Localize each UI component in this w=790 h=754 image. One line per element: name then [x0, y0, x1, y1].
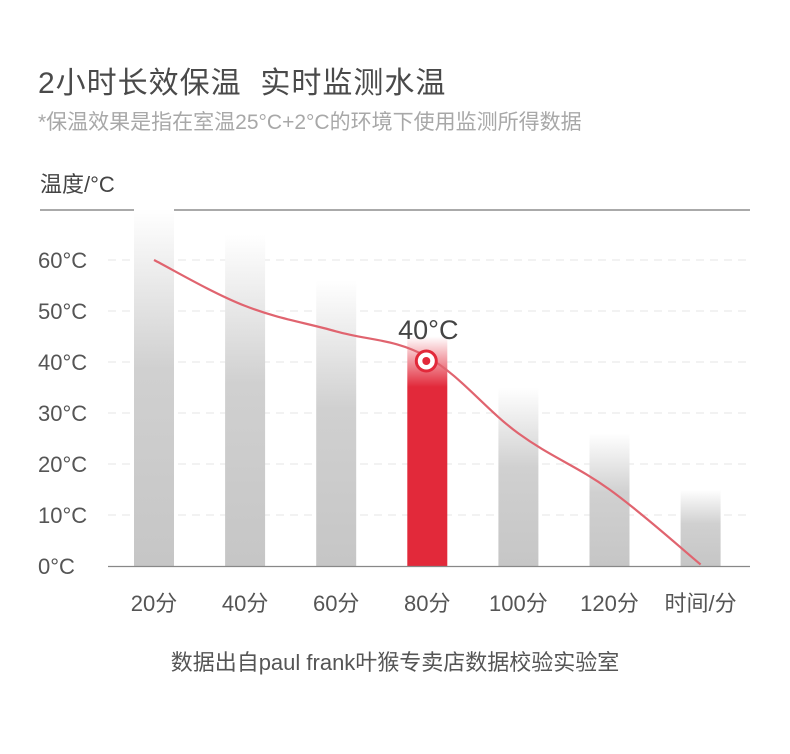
- x-tick-label: 60分: [313, 591, 359, 616]
- y-tick-label: 0°C: [38, 554, 75, 579]
- bar: [498, 387, 539, 566]
- y-tick-label: 50°C: [38, 299, 87, 324]
- y-tick-label: 30°C: [38, 401, 87, 426]
- y-tick-label: 20°C: [38, 452, 87, 477]
- x-tick-label: 120分: [580, 591, 639, 616]
- chart-subtitle: *保温效果是指在室温25°C+2°C的环境下使用监测所得数据: [38, 111, 582, 134]
- data-source-note: 数据出自paul frank叶猴专卖店数据校验实验室: [170, 650, 620, 675]
- chart-title: 2小时长效保温 实时监测水温: [38, 67, 447, 100]
- x-tick-label: 时间/分: [665, 591, 737, 616]
- bar-highlight: [407, 336, 448, 566]
- x-tick-label: 20分: [131, 591, 177, 616]
- y-tick-label: 60°C: [38, 248, 87, 273]
- highlight-marker-dot: [422, 357, 431, 365]
- x-tick-label: 100分: [489, 591, 548, 616]
- y-tick-label: 40°C: [38, 350, 87, 375]
- bar: [134, 209, 174, 566]
- bar: [680, 489, 721, 566]
- x-tick-label: 80分: [404, 591, 450, 616]
- highlight-data-label: 40°C: [398, 315, 458, 345]
- x-tick-label: 40分: [222, 591, 268, 616]
- y-axis-label: 温度/°C: [40, 172, 115, 197]
- bar: [225, 234, 266, 566]
- y-tick-label: 10°C: [38, 503, 87, 528]
- bar: [316, 280, 357, 566]
